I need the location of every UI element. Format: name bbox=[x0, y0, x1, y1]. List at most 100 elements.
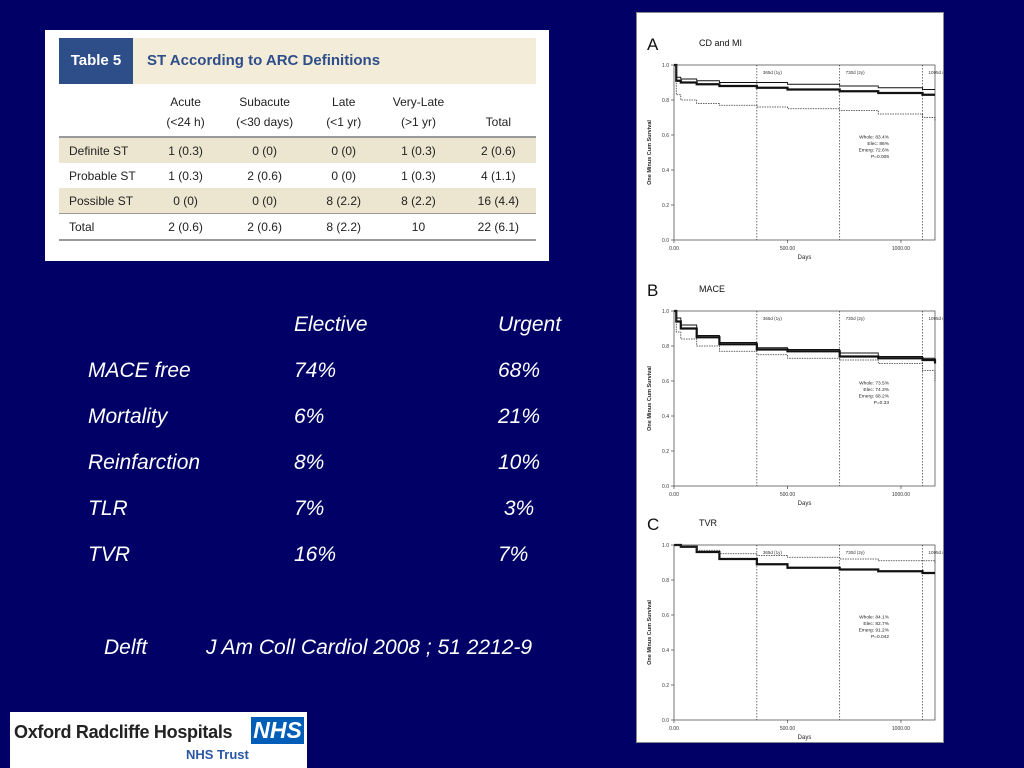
summary-row-label: Mortality bbox=[88, 405, 168, 428]
summary-row-label: MACE free bbox=[88, 359, 191, 382]
km-curve-thick bbox=[674, 543, 935, 575]
y-tick-label: 0.8 bbox=[662, 344, 669, 350]
row-label-header bbox=[59, 90, 153, 137]
summary-urgent-value: 3% bbox=[498, 497, 535, 520]
x-tick-label: 1000.00 bbox=[892, 492, 910, 498]
time-marker-label: 730d (2y) bbox=[846, 70, 866, 75]
km-curve-thin bbox=[674, 310, 936, 362]
stats-text: Whole: 83.4% bbox=[859, 135, 890, 141]
table-5-panel: Table 5 ST According to ARC Definitions … bbox=[45, 30, 549, 261]
col-header-line1: Very-Late bbox=[392, 95, 445, 109]
y-tick-label: 0.6 bbox=[662, 613, 669, 619]
x-tick-label: 1000.00 bbox=[892, 246, 910, 252]
col-header-line1: Late bbox=[332, 95, 356, 109]
y-tick-label: 0.8 bbox=[662, 578, 669, 584]
table-cell: 8 (2.2) bbox=[326, 193, 362, 208]
table-cell: 16 (4.4) bbox=[477, 193, 520, 208]
x-tick-label: 500.00 bbox=[780, 726, 796, 732]
y-tick-label: 0.6 bbox=[662, 379, 669, 385]
km-curve-thick bbox=[674, 63, 935, 96]
col-acute-header: Acute (<24 h) bbox=[153, 90, 218, 137]
table-header-row: Acute (<24 h) Subacute (<30 days) Late (<1 … bbox=[59, 90, 536, 137]
stats-text: Elec: 82.7% bbox=[863, 621, 889, 627]
km-charts-svg: A CD and MI 0.0 0.2 0.4 0.6 0.8 1.0 0.00 500.00 10… bbox=[647, 35, 951, 741]
table-cell: 22 (6.1) bbox=[477, 219, 520, 234]
table-tag: Table 5 bbox=[59, 38, 133, 84]
plot-frame bbox=[673, 310, 936, 487]
summary-urgent-value: 68% bbox=[498, 359, 541, 382]
table-cell: 2 (0.6) bbox=[168, 219, 203, 234]
table-cell: 0 (0) bbox=[331, 143, 357, 158]
x-tick-label: 500.00 bbox=[780, 492, 796, 498]
col-header-line1: Acute bbox=[170, 95, 201, 109]
st-table: Acute (<24 h) Subacute (<30 days) Late (<1 … bbox=[59, 90, 536, 241]
y-tick-label: 1.0 bbox=[662, 543, 669, 549]
time-marker-label: 365d (1y) bbox=[763, 70, 783, 75]
stats-text: Elec: 86% bbox=[867, 141, 889, 147]
stats-text: Whole: 84.1% bbox=[859, 615, 890, 621]
y-axis-label: One Minus Cum Survival bbox=[647, 366, 653, 431]
stats-text: Whole: 73.5% bbox=[859, 381, 890, 387]
km-curve-dotted bbox=[674, 544, 936, 563]
time-marker-label: 730d (2y) bbox=[846, 316, 866, 321]
y-tick-label: 0.2 bbox=[662, 683, 669, 689]
summary-elective-value: 7% bbox=[294, 497, 325, 520]
time-marker-label: 1095d (3y) bbox=[929, 70, 943, 75]
x-tick-label: 0.00 bbox=[669, 726, 679, 732]
row-label: Possible ST bbox=[69, 193, 134, 208]
table-cell: 10 bbox=[411, 219, 426, 234]
citation-place: Delft bbox=[104, 636, 148, 659]
y-tick-label: 0.0 bbox=[662, 718, 669, 724]
panel-letter: A bbox=[647, 35, 659, 54]
chart-title: TVR bbox=[699, 518, 718, 528]
stats-text: Elec: 74.3% bbox=[863, 387, 889, 393]
x-tick-label: 0.00 bbox=[669, 246, 679, 252]
time-marker-label: 365d (1y) bbox=[763, 316, 783, 321]
table-cell: 1 (0.3) bbox=[168, 143, 203, 158]
table-cell: 0 (0) bbox=[173, 193, 198, 208]
nhs-badge: NHS bbox=[251, 717, 304, 744]
summary-urgent-value: 21% bbox=[498, 405, 541, 428]
col-header-line2: Total bbox=[485, 115, 512, 129]
table-cell: 0 (0) bbox=[331, 168, 357, 183]
time-marker-label: 365d (1y) bbox=[763, 550, 783, 555]
col-late-header: Late (<1 yr) bbox=[311, 90, 376, 137]
time-marker-label: 1095d (3y) bbox=[929, 316, 943, 321]
summary-row-label: Reinfarction bbox=[88, 451, 201, 474]
stats-text: P=0.005 bbox=[871, 154, 889, 160]
col-header-line2: (>1 yr) bbox=[400, 115, 436, 129]
col-header-line2: (<24 h) bbox=[166, 115, 205, 129]
panel-letter: B bbox=[647, 281, 658, 300]
time-marker-label: 1095d (3y) bbox=[929, 550, 943, 555]
table-row: Probable ST 1 (0.3) 2 (0.6) 0 (0) 1 (0.3… bbox=[59, 163, 536, 188]
summary-elective-value: 8% bbox=[294, 451, 325, 474]
logo-trust-name: NHS Trust bbox=[186, 747, 249, 762]
row-label: Total bbox=[69, 219, 95, 234]
col-total-header: Total bbox=[461, 90, 536, 137]
row-label: Definite ST bbox=[69, 143, 129, 158]
y-axis-label: One Minus Cum Survival bbox=[647, 120, 653, 185]
y-tick-label: 1.0 bbox=[662, 309, 669, 315]
y-tick-label: 1.0 bbox=[662, 63, 669, 69]
x-tick-label: 1000.00 bbox=[892, 726, 910, 732]
summary-urgent-value: 10% bbox=[498, 451, 541, 474]
table-cell: 2 (0.6) bbox=[247, 219, 282, 234]
y-tick-label: 0.4 bbox=[662, 168, 669, 174]
table-cell: 1 (0.3) bbox=[401, 168, 436, 183]
table-cell: 2 (0.6) bbox=[247, 168, 282, 183]
table-cell: 1 (0.3) bbox=[401, 143, 436, 158]
col-header-line2: (<30 days) bbox=[236, 115, 294, 129]
km-curve-dotted bbox=[674, 64, 936, 121]
x-axis-label: Days bbox=[798, 735, 812, 741]
summary-elective-value: 6% bbox=[294, 405, 325, 428]
chart-title: CD and MI bbox=[699, 38, 742, 48]
summary-row-label: TVR bbox=[88, 543, 130, 566]
col-header-line1: Subacute bbox=[239, 95, 290, 109]
chart-title: MACE bbox=[699, 284, 725, 294]
y-tick-label: 0.0 bbox=[662, 238, 669, 244]
stats-text: Emerg: 72.6% bbox=[859, 148, 890, 154]
time-marker-label: 730d (2y) bbox=[846, 550, 866, 555]
col-header-line2: (<1 yr) bbox=[326, 115, 362, 129]
y-tick-label: 0.0 bbox=[662, 484, 669, 490]
y-tick-label: 0.2 bbox=[662, 203, 669, 209]
